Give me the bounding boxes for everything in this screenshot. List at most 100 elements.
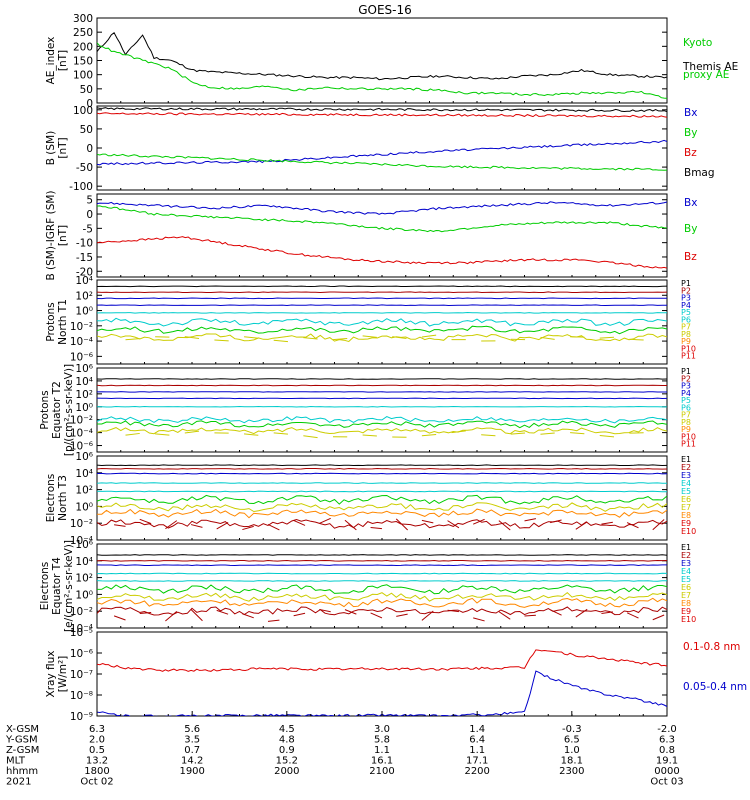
y-axis-label: Protons (45, 302, 57, 341)
panel-frame (96, 17, 668, 104)
proton-p9-segment (421, 334, 437, 338)
chart-title: GOES-16 (358, 3, 412, 17)
electron-e10-segment (447, 609, 460, 613)
y-tick-label: -10 (76, 238, 93, 250)
electron-e10-segment (319, 608, 331, 613)
series-line-E5 (97, 580, 667, 582)
legend-item: P10 (681, 432, 696, 441)
legend-item: P8 (681, 418, 691, 427)
electron-e10-segment (421, 519, 434, 524)
proton-p9-segment (303, 435, 318, 439)
y-axis-label: Electrons (45, 474, 57, 523)
x-row-label: 2021 (6, 777, 31, 788)
electron-e10-segment (216, 609, 229, 615)
legend-item: P1 (681, 279, 691, 288)
y-axis-label: North T1 (57, 299, 69, 345)
legend-item: E6 (681, 495, 691, 504)
legend-item: Bz (684, 251, 697, 263)
electron-e10-segment (498, 520, 511, 531)
electron-e10-segment (344, 519, 357, 531)
electron-e10-segment (652, 519, 665, 531)
legend-item: P7 (681, 323, 691, 332)
legend-item: E4 (681, 567, 691, 576)
y-tick-label: 10⁶ (75, 539, 93, 551)
y-axis-label: Protons (39, 390, 51, 429)
x-tick-label: 1.1 (469, 745, 485, 756)
series-line-E2 (97, 467, 667, 470)
series-line-P2 (97, 384, 667, 387)
proton-p9-segment (540, 432, 555, 435)
series-line-E1 (97, 554, 667, 556)
electron-e10-segment (524, 518, 536, 522)
proton-p9-segment (629, 338, 644, 341)
electron-e10-segment (190, 609, 203, 622)
legend-item: E10 (681, 527, 696, 536)
legend-item: E8 (681, 599, 691, 608)
electron-e10-segment (601, 611, 613, 614)
series-group (97, 464, 667, 531)
y-tick-label: 250 (73, 27, 93, 39)
legend-item: P5 (681, 308, 691, 317)
series-line-By (97, 153, 667, 171)
x-tick-label: Oct 03 (650, 777, 683, 788)
legend-item: E8 (681, 511, 691, 520)
legend: Bx By Bz (684, 197, 697, 263)
y-tick-label: 5 (86, 195, 93, 207)
y-tick-label: 10⁶ (75, 363, 93, 375)
series-line-P7 (97, 325, 667, 335)
x-tick-label: 3.0 (374, 724, 390, 735)
legend-item: 0.05-0.4 nm (683, 681, 747, 693)
legend-item: Themis AE (682, 61, 738, 73)
series-line-0.1-0.8 nm (97, 649, 667, 672)
y-axis-label: Electrons (39, 562, 51, 611)
x-tick-label: 2.0 (89, 735, 105, 746)
x-row-label: hhmm (6, 766, 38, 777)
y-tick-label: 10⁻² (70, 606, 93, 618)
x-row-label: Y-GSM (5, 735, 38, 746)
series-line-E8 (97, 597, 667, 608)
y-tick-label: 0 (86, 143, 93, 155)
electron-e10-segment (242, 525, 254, 531)
electron-e10-segment (113, 615, 126, 621)
y-tick-label: 0 (86, 209, 93, 221)
panel-frame (96, 367, 668, 453)
x-tick-label: 16.1 (371, 756, 393, 767)
y-tick-label: 10⁴ (75, 556, 93, 568)
legend-item: P8 (681, 330, 691, 339)
electron-e10-segment (165, 520, 178, 530)
legend-item: P3 (681, 382, 691, 391)
proton-p9-segment (184, 430, 200, 434)
x-tick-label: 6.5 (564, 735, 580, 746)
y-tick-label: -50 (76, 162, 93, 174)
series-group (97, 107, 667, 171)
proton-p9-segment (362, 434, 377, 437)
proton-p9-segment (125, 338, 140, 341)
x-tick-label: 2100 (369, 766, 394, 777)
legend-item: P2 (681, 286, 691, 295)
legend-item: proxy AE (683, 69, 729, 81)
series-line-E7 (97, 502, 667, 513)
legend-item: E9 (681, 607, 691, 616)
y-tick-label: -100 (69, 181, 93, 193)
series-group (97, 201, 667, 269)
legend-item: E7 (681, 591, 691, 600)
y-tick-label: 10⁶ (75, 451, 93, 463)
x-tick-label: 18.1 (561, 756, 583, 767)
y-tick-label: 50 (80, 84, 93, 96)
y-tick-label: 10⁰ (75, 306, 93, 318)
x-tick-label: -0.3 (562, 724, 582, 735)
legend-item: P1 (681, 367, 691, 376)
x-tick-label: 6.4 (469, 735, 485, 746)
x-tick-label: 5.8 (374, 735, 390, 746)
x-tick-label: 0.8 (659, 745, 675, 756)
legend-item: E5 (681, 575, 691, 584)
legend-item: E1 (681, 455, 691, 464)
legend-item: E10 (681, 615, 696, 624)
y-axis-label: Equator T2 (51, 381, 63, 439)
legend-item: P11 (681, 352, 696, 361)
legend-item: P4 (681, 389, 691, 398)
y-axis-label: Xray flux (45, 651, 57, 698)
x-row-label: X-GSM (6, 724, 39, 735)
electron-e10-segment (370, 612, 383, 619)
series-line-P5 (97, 405, 667, 408)
